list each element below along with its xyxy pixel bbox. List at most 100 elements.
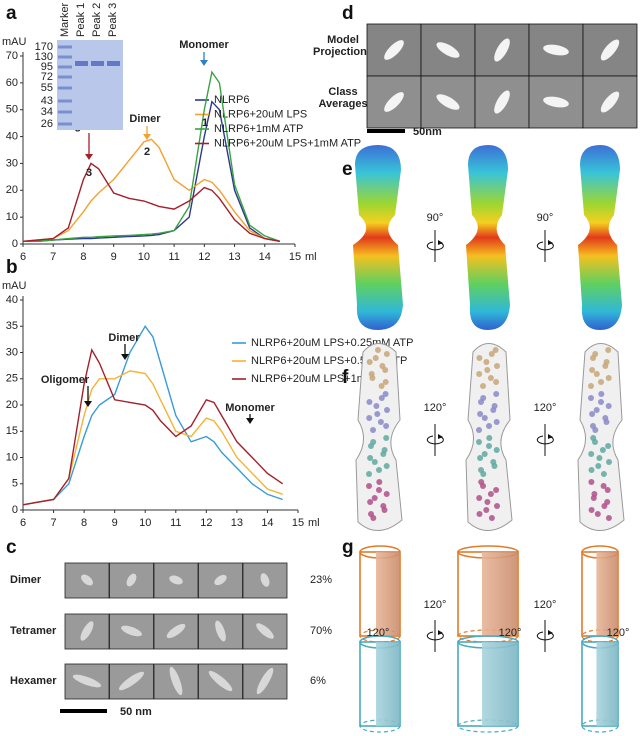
atom-cluster xyxy=(366,483,372,489)
atom-cluster xyxy=(483,507,490,513)
atom-cluster xyxy=(486,435,493,441)
atom-cluster xyxy=(476,355,483,361)
atom-cluster xyxy=(493,419,500,425)
scale-label: 50 nm xyxy=(120,706,152,718)
atom-cluster xyxy=(595,463,602,469)
legend-label: NLRP6+1mM ATP xyxy=(214,123,303,135)
atom-cluster xyxy=(381,507,388,513)
atom-cluster xyxy=(486,423,492,429)
arrow-head xyxy=(548,630,553,635)
atom-cluster xyxy=(476,427,482,433)
atom-cluster xyxy=(487,375,494,381)
ladder-band xyxy=(58,110,72,114)
atom-cluster xyxy=(373,403,380,409)
atom-cluster xyxy=(589,411,596,417)
annotation: Monomer xyxy=(225,402,275,414)
legend-label: NLRP6+20uM LPS+1mM ATP xyxy=(214,137,361,149)
particle xyxy=(436,94,460,110)
atom-cluster xyxy=(476,511,483,517)
atom-cluster xyxy=(588,395,594,401)
row-percent: 6% xyxy=(310,675,326,687)
atom-cluster xyxy=(588,507,595,513)
scale-label: 50nm xyxy=(413,126,442,138)
rotation-arrow xyxy=(536,631,554,641)
atom-cluster xyxy=(596,455,603,461)
row-label: Class xyxy=(328,86,357,98)
density-map xyxy=(466,145,510,330)
series-line xyxy=(23,100,281,242)
atom-cluster xyxy=(476,495,483,501)
atom-cluster xyxy=(598,391,605,397)
atom-cluster xyxy=(588,479,595,485)
x-axis-label: ml xyxy=(308,517,320,529)
gel-band xyxy=(75,61,88,66)
arrow-head xyxy=(121,354,129,360)
x-tick-label: 8 xyxy=(81,517,87,529)
gel-marker: 55 xyxy=(41,82,53,94)
annotation-number: 1 xyxy=(202,117,208,129)
ladder-band xyxy=(58,55,72,59)
atom-cluster xyxy=(493,487,500,493)
atom-cluster xyxy=(601,503,608,509)
row-label: Averages xyxy=(318,98,367,110)
gel-lane: Marker xyxy=(59,2,71,37)
particle xyxy=(494,38,510,62)
angle-label: 120° xyxy=(367,627,390,639)
atom-cluster xyxy=(380,451,387,457)
panel-label: e xyxy=(342,159,353,180)
x-tick-label: 15 xyxy=(292,517,304,529)
arrow-head xyxy=(84,401,92,407)
gel-marker: 72 xyxy=(41,71,53,83)
y-tick-label: 60 xyxy=(6,77,18,89)
atom-cluster xyxy=(366,471,372,477)
atom-cluster xyxy=(383,423,390,429)
atom-cluster xyxy=(598,379,604,385)
atom-cluster xyxy=(384,407,390,413)
cylinder-sector xyxy=(482,642,518,726)
row-label: Hexamer xyxy=(10,675,57,687)
particle xyxy=(80,621,94,641)
particle xyxy=(121,625,142,637)
ladder-band xyxy=(58,122,72,126)
atom-cluster xyxy=(488,351,495,357)
atom-cluster xyxy=(382,391,389,397)
y-tick-label: 25 xyxy=(6,373,18,385)
atom-cluster xyxy=(593,371,600,377)
atom-cluster xyxy=(376,467,382,473)
atom-cluster xyxy=(371,459,378,465)
gel-band xyxy=(107,61,120,66)
y-tick-label: 70 xyxy=(6,50,18,62)
x-tick-label: 7 xyxy=(50,251,56,263)
panel-label: d xyxy=(342,3,354,24)
angle-label: 120° xyxy=(607,627,630,639)
series-line xyxy=(22,138,281,242)
particle xyxy=(543,44,569,56)
atom-cluster xyxy=(376,479,383,485)
atom-cluster xyxy=(383,351,390,357)
arrow-head xyxy=(246,418,254,424)
atom-cluster xyxy=(490,407,497,413)
arrow-head xyxy=(200,60,208,66)
particle xyxy=(166,623,186,639)
y-tick-label: 50 xyxy=(6,104,18,116)
atom-cluster xyxy=(603,419,610,425)
x-tick-label: 13 xyxy=(231,517,243,529)
arrow-head xyxy=(85,154,93,160)
angle-label: 120° xyxy=(499,627,522,639)
rotation-arrow xyxy=(536,435,554,445)
atom-cluster xyxy=(368,443,374,449)
atom-cluster xyxy=(606,459,612,465)
atom-cluster xyxy=(484,499,491,505)
particle xyxy=(215,620,226,642)
rotation-arrow xyxy=(426,631,444,641)
gel-marker: 43 xyxy=(41,95,53,107)
y-tick-label: 30 xyxy=(6,157,18,169)
atom-cluster xyxy=(588,467,595,473)
y-tick-label: 0 xyxy=(12,504,18,516)
row-percent: 70% xyxy=(310,625,332,637)
atom-cluster xyxy=(600,483,607,489)
x-tick-label: 10 xyxy=(138,251,150,263)
atom-cluster xyxy=(493,447,500,453)
x-tick-label: 14 xyxy=(261,517,273,529)
atom-cluster xyxy=(487,491,494,497)
